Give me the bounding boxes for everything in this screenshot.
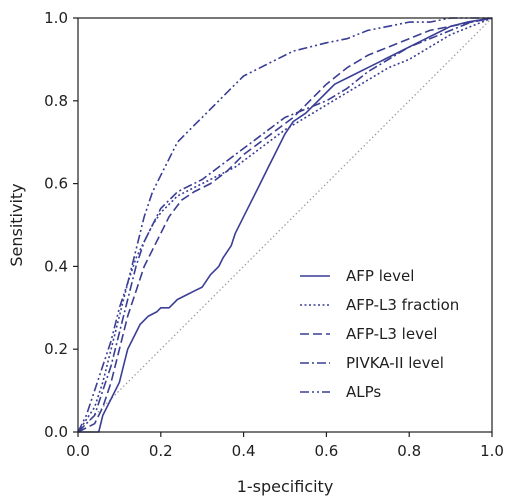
series-line-4: [77, 17, 493, 433]
series-line-5: [77, 17, 492, 433]
legend-label-5: ALPs: [346, 383, 381, 401]
y-tick-label: 1.0: [44, 9, 68, 27]
plot-area: [77, 17, 493, 433]
x-tick-label: 0.6: [314, 442, 338, 460]
axes: 0.0 0.2 0.4 0.6 0.8 1.0 0.0 0.2 0.4 0.6 0.8 1.0: [44, 9, 504, 460]
x-axis-title: 1-specificity: [237, 477, 334, 496]
legend-label-4: PIVKA-II level: [346, 354, 444, 372]
y-tick-label: 0.4: [44, 257, 68, 275]
legend: AFP level AFP-L3 fraction AFP-L3 level PIVK…: [300, 267, 459, 401]
y-axis-title: Sensitivity: [7, 183, 26, 266]
x-tick-label: 0.8: [397, 442, 421, 460]
y-tick-label: 0.8: [44, 92, 68, 110]
reference-diagonal: [77, 17, 493, 433]
x-tick-label: 1.0: [480, 442, 504, 460]
y-tick-label: 0.6: [44, 175, 68, 193]
x-tick-label: 0.0: [66, 442, 90, 460]
y-tick-label: 0.0: [44, 423, 68, 441]
y-tick-label: 0.2: [44, 340, 68, 358]
legend-label-2: AFP-L3 fraction: [346, 296, 459, 314]
series-line-2: [77, 17, 493, 433]
x-tick-label: 0.2: [149, 442, 173, 460]
legend-label-3: AFP-L3 level: [346, 325, 437, 343]
series-line-3: [77, 17, 493, 433]
legend-label-1: AFP level: [346, 267, 414, 285]
series-line-1: [78, 17, 493, 433]
x-tick-label: 0.4: [232, 442, 256, 460]
plot-frame: [77, 17, 493, 433]
